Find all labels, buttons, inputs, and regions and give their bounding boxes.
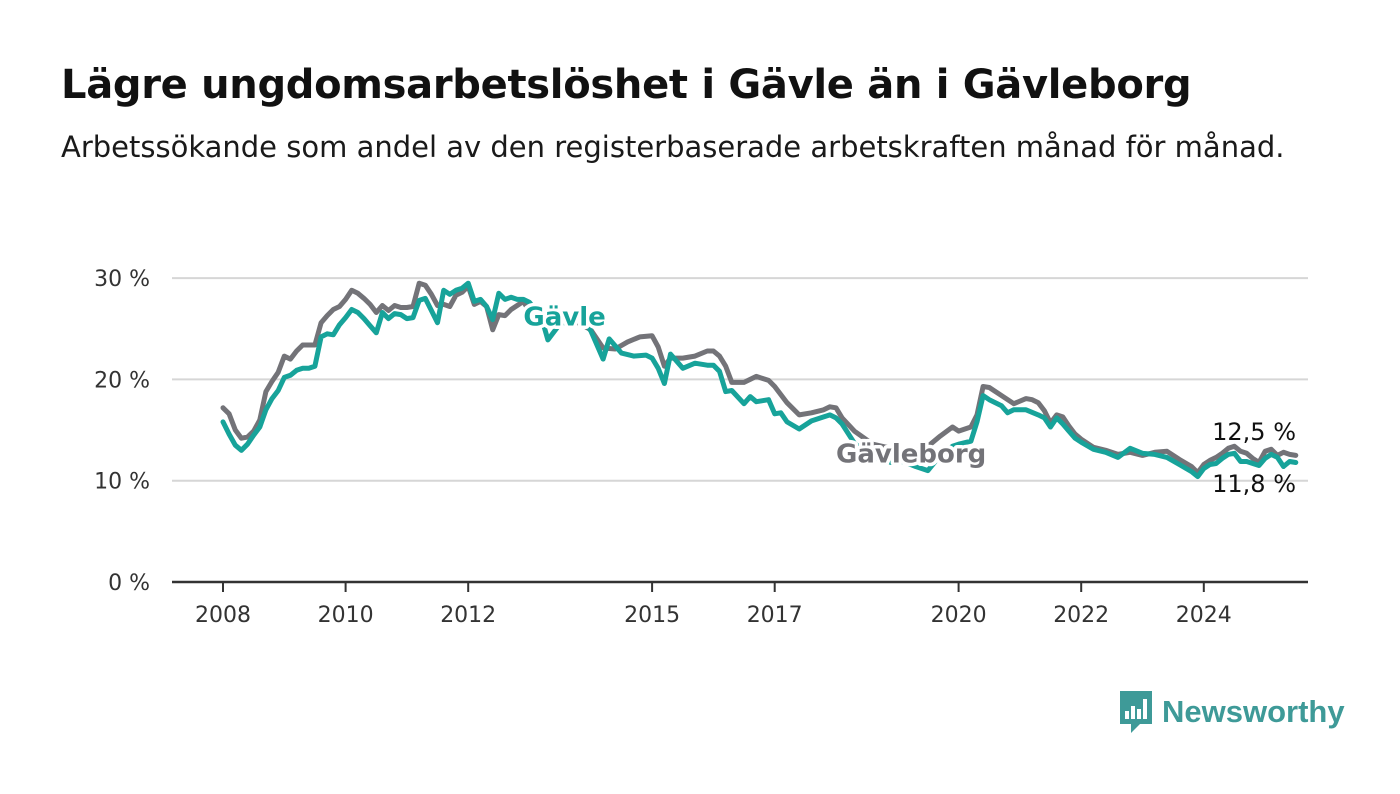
bar-chart-speech-icon	[1120, 691, 1152, 733]
y-tick-label: 10 %	[94, 470, 150, 495]
y-axis-ticks: 0 % 10 % 20 % 30 %	[94, 267, 150, 596]
brand-logo: Newsworthy	[1118, 690, 1345, 734]
series-line-gavleborg	[220, 280, 1299, 476]
x-tick-label: 2015	[624, 603, 680, 628]
series-labels: Gävle Gävleborg 12,5 % 11,8 %	[520, 299, 1296, 498]
y-tick-label: 0 %	[108, 571, 150, 596]
y-tick-label: 20 %	[94, 368, 150, 393]
brand-name: Newsworthy	[1162, 694, 1345, 729]
end-value-label-gavleborg: 12,5 %	[1212, 418, 1296, 446]
series-label-gavleborg: Gävleborg	[836, 439, 986, 469]
chart-title: Lägre ungdomsarbetslöshet i Gävle än i G…	[61, 62, 1192, 108]
x-tick-label: 2017	[747, 603, 803, 628]
x-tick-label: 2010	[318, 603, 374, 628]
x-tick-label: 2012	[440, 603, 496, 628]
series-lines	[220, 280, 1299, 480]
end-value-label-gavle: 11,8 %	[1212, 470, 1296, 498]
x-tick-label: 2008	[195, 603, 251, 628]
series-line-gavle	[220, 280, 1299, 480]
series-label-gavle: Gävle	[523, 303, 605, 333]
gridlines	[172, 277, 1308, 482]
x-tick-label: 2024	[1176, 603, 1232, 628]
x-tick-label: 2022	[1053, 603, 1109, 628]
x-axis-ticks: 2008 2010 2012 2015 2017 2020 2022 2024	[195, 582, 1232, 628]
x-tick-label: 2020	[931, 603, 987, 628]
y-tick-label: 30 %	[94, 267, 150, 292]
chart-subtitle: Arbetssökande som andel av den registerb…	[61, 130, 1285, 164]
